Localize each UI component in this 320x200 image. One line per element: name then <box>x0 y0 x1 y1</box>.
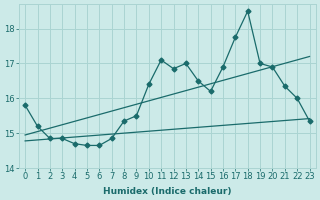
X-axis label: Humidex (Indice chaleur): Humidex (Indice chaleur) <box>103 187 232 196</box>
